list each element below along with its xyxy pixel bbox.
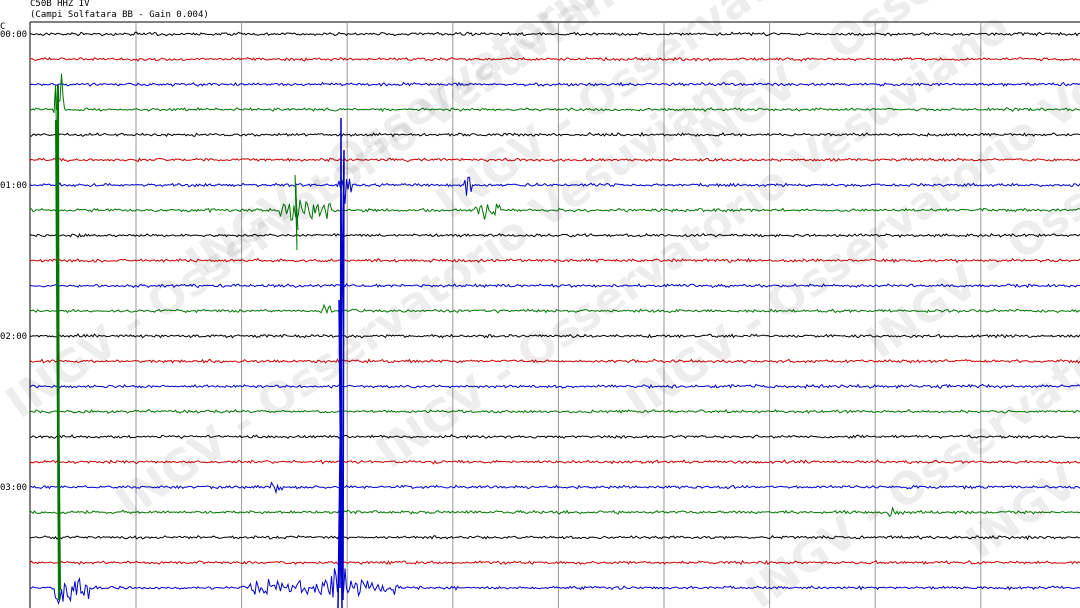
corner-label: C (0, 22, 5, 32)
seismic-trace (29, 31, 1080, 37)
seismic-trace (29, 506, 1080, 518)
time-labels: 00:00 01:00 02:00 03:00 (0, 30, 27, 493)
seismic-trace (29, 199, 1080, 222)
seismic-trace (29, 56, 1080, 62)
seismic-trace (29, 552, 1080, 605)
seismic-trace (29, 481, 1080, 495)
traces (29, 31, 1080, 608)
event-spike (55, 84, 61, 601)
seismic-trace (29, 434, 1080, 440)
time-label: 03:00 (0, 483, 27, 493)
seismic-trace (29, 358, 1080, 365)
time-label: 00:00 (0, 30, 27, 40)
station-label: C50B HHZ IV (30, 0, 90, 9)
seismic-trace (29, 303, 1080, 315)
seismic-trace (29, 232, 1080, 239)
seismic-trace (29, 131, 1080, 138)
time-label: 01:00 (0, 181, 27, 191)
grid (135, 22, 982, 608)
seismic-trace (29, 73, 1080, 159)
event-spike (337, 117, 345, 608)
time-label: 02:00 (0, 332, 27, 342)
seismic-trace (29, 333, 1080, 339)
seismic-trace (29, 81, 1080, 87)
seismic-trace (29, 559, 1080, 566)
seismic-trace (29, 459, 1080, 465)
seismic-trace (29, 283, 1080, 289)
event-spike (294, 174, 299, 251)
seismic-trace (29, 157, 1080, 163)
seismic-trace (29, 408, 1080, 415)
seismic-trace (29, 534, 1080, 541)
station-description: (Campi Solfatara BB - Gain 0.004) (30, 10, 209, 20)
seismic-trace (29, 176, 1080, 204)
seismic-trace (29, 383, 1080, 390)
seismic-trace (29, 257, 1080, 264)
